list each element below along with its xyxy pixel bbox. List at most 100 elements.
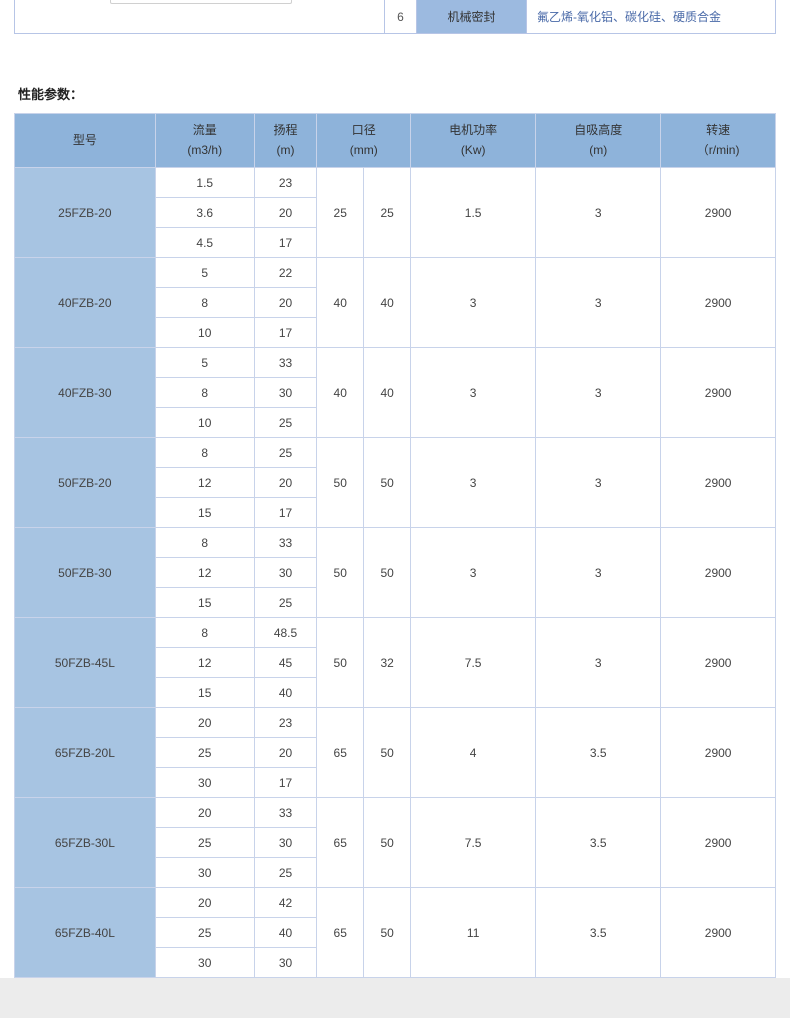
suction-cell: 3 xyxy=(536,438,661,528)
speed-cell: 2900 xyxy=(661,708,776,798)
flow-cell: 8 xyxy=(155,438,254,468)
th-power: 电机功率(Kw) xyxy=(411,114,536,168)
head-cell: 33 xyxy=(254,798,317,828)
head-cell: 33 xyxy=(254,528,317,558)
model-cell: 50FZB-30 xyxy=(15,528,156,618)
model-cell: 50FZB-45L xyxy=(15,618,156,708)
section-title: 性能参数： xyxy=(18,84,776,103)
dia1-cell: 50 xyxy=(317,528,364,618)
model-cell: 65FZB-40L xyxy=(15,888,156,978)
power-cell: 4 xyxy=(411,708,536,798)
empty-cell xyxy=(15,0,385,33)
flow-cell: 10 xyxy=(155,408,254,438)
th-suction: 自吸高度(m) xyxy=(536,114,661,168)
row-label: 机械密封 xyxy=(417,0,527,33)
flow-cell: 8 xyxy=(155,378,254,408)
th-model: 型号 xyxy=(15,114,156,168)
speed-cell: 2900 xyxy=(661,438,776,528)
head-cell: 33 xyxy=(254,348,317,378)
flow-cell: 30 xyxy=(155,768,254,798)
th-speed: 转速（r/min) xyxy=(661,114,776,168)
head-cell: 48.5 xyxy=(254,618,317,648)
suction-cell: 3 xyxy=(536,168,661,258)
suction-cell: 3.5 xyxy=(536,708,661,798)
head-cell: 25 xyxy=(254,408,317,438)
flow-cell: 30 xyxy=(155,858,254,888)
speed-cell: 2900 xyxy=(661,798,776,888)
suction-cell: 3 xyxy=(536,618,661,708)
materials-row-fragment: 6 机械密封 氟乙烯-氧化铝、碳化硅、硬质合金 xyxy=(14,0,776,34)
dia2-cell: 50 xyxy=(364,528,411,618)
flow-cell: 5 xyxy=(155,348,254,378)
head-cell: 17 xyxy=(254,228,317,258)
dia1-cell: 50 xyxy=(317,618,364,708)
dia2-cell: 50 xyxy=(364,438,411,528)
flow-cell: 8 xyxy=(155,288,254,318)
row-number: 6 xyxy=(385,0,417,33)
dia2-cell: 50 xyxy=(364,708,411,798)
head-cell: 22 xyxy=(254,258,317,288)
head-cell: 20 xyxy=(254,738,317,768)
flow-cell: 12 xyxy=(155,558,254,588)
th-head: 扬程(m) xyxy=(254,114,317,168)
model-cell: 65FZB-20L xyxy=(15,708,156,798)
flow-cell: 8 xyxy=(155,618,254,648)
suction-cell: 3.5 xyxy=(536,888,661,978)
head-cell: 45 xyxy=(254,648,317,678)
head-cell: 23 xyxy=(254,708,317,738)
power-cell: 3 xyxy=(411,258,536,348)
flow-cell: 15 xyxy=(155,678,254,708)
power-cell: 7.5 xyxy=(411,798,536,888)
flow-cell: 15 xyxy=(155,588,254,618)
head-cell: 40 xyxy=(254,918,317,948)
head-cell: 30 xyxy=(254,558,317,588)
th-diameter: 口径(mm) xyxy=(317,114,411,168)
spec-table: 型号 流量(m3/h) 扬程(m) 口径(mm) 电机功率(Kw) 自吸高度(m… xyxy=(14,113,776,978)
dia1-cell: 50 xyxy=(317,438,364,528)
head-cell: 17 xyxy=(254,768,317,798)
dia1-cell: 65 xyxy=(317,798,364,888)
flow-cell: 5 xyxy=(155,258,254,288)
power-cell: 3 xyxy=(411,348,536,438)
power-cell: 3 xyxy=(411,438,536,528)
model-cell: 65FZB-30L xyxy=(15,798,156,888)
head-cell: 17 xyxy=(254,498,317,528)
head-cell: 17 xyxy=(254,318,317,348)
suction-cell: 3 xyxy=(536,528,661,618)
dia1-cell: 40 xyxy=(317,348,364,438)
flow-cell: 10 xyxy=(155,318,254,348)
power-cell: 3 xyxy=(411,528,536,618)
suction-cell: 3 xyxy=(536,258,661,348)
flow-cell: 20 xyxy=(155,888,254,918)
flow-cell: 20 xyxy=(155,708,254,738)
head-cell: 25 xyxy=(254,438,317,468)
model-cell: 40FZB-20 xyxy=(15,258,156,348)
flow-cell: 20 xyxy=(155,798,254,828)
row-desc: 氟乙烯-氧化铝、碳化硅、硬质合金 xyxy=(527,0,775,33)
model-cell: 50FZB-20 xyxy=(15,438,156,528)
speed-cell: 2900 xyxy=(661,618,776,708)
head-cell: 42 xyxy=(254,888,317,918)
head-cell: 25 xyxy=(254,858,317,888)
flow-cell: 4.5 xyxy=(155,228,254,258)
head-cell: 40 xyxy=(254,678,317,708)
head-cell: 20 xyxy=(254,288,317,318)
speed-cell: 2900 xyxy=(661,258,776,348)
dia1-cell: 40 xyxy=(317,258,364,348)
dia2-cell: 40 xyxy=(364,258,411,348)
dia2-cell: 32 xyxy=(364,618,411,708)
flow-cell: 12 xyxy=(155,648,254,678)
head-cell: 20 xyxy=(254,468,317,498)
speed-cell: 2900 xyxy=(661,528,776,618)
head-cell: 20 xyxy=(254,198,317,228)
dia1-cell: 65 xyxy=(317,708,364,798)
dia1-cell: 25 xyxy=(317,168,364,258)
power-cell: 1.5 xyxy=(411,168,536,258)
flow-cell: 1.5 xyxy=(155,168,254,198)
model-cell: 25FZB-20 xyxy=(15,168,156,258)
th-flow: 流量(m3/h) xyxy=(155,114,254,168)
flow-cell: 25 xyxy=(155,738,254,768)
suction-cell: 3 xyxy=(536,348,661,438)
flow-cell: 3.6 xyxy=(155,198,254,228)
speed-cell: 2900 xyxy=(661,348,776,438)
